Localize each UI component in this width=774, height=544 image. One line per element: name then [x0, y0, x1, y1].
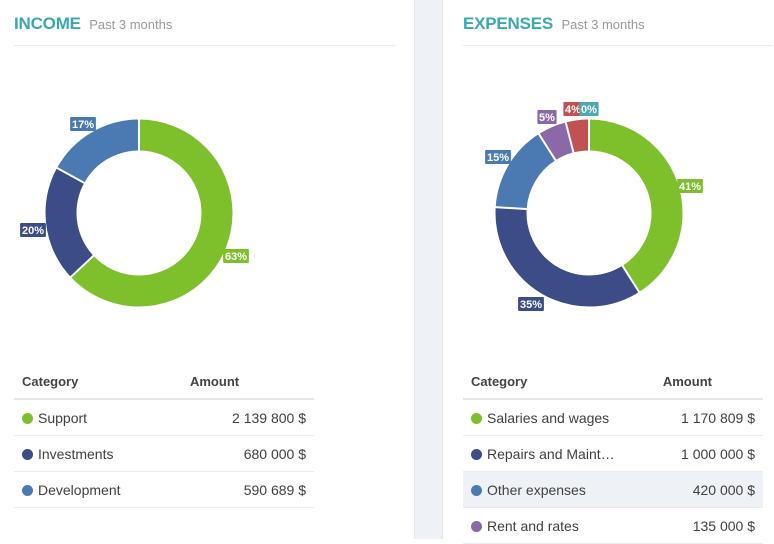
income-donut-chart: 63% 20% 17% — [20, 117, 249, 307]
category-label: Repairs and Maint… — [487, 445, 615, 462]
expenses-subtitle: Past 3 months — [561, 17, 645, 32]
table-row[interactable]: Investments 680 000 $ — [14, 435, 314, 472]
category-cell: Rent and rates — [463, 507, 655, 544]
table-row[interactable]: Development 590 689 $ — [14, 471, 314, 508]
segment-separator — [494, 206, 528, 211]
data-label-other-expenses: 15% — [485, 150, 511, 164]
income-table: Category Amount Support 2 139 800 $ Inve… — [14, 364, 314, 508]
svg-text:63%: 63% — [225, 251, 247, 263]
data-label-investments: 20% — [20, 223, 46, 237]
svg-text:5%: 5% — [539, 112, 555, 124]
data-label-salaries-and-wages: 41% — [677, 179, 703, 193]
expenses-table: Category Amount Salaries and wages 1 170… — [463, 364, 763, 544]
category-cell: Salaries and wages — [463, 399, 655, 436]
amount-cell: 420 000 $ — [654, 471, 763, 508]
expenses-panel: EXPENSES Past 3 months 41% 35% 15% 5% 4% 0% C… — [443, 0, 774, 544]
income-panel: INCOME Past 3 months 63% 20% 17% Category … — [14, 14, 395, 508]
segment-separator — [55, 166, 86, 185]
series-color-dot — [471, 520, 482, 532]
data-label-rent-and-rates: 5% — [537, 110, 557, 124]
segment-separator — [621, 264, 641, 294]
table-row[interactable]: Repairs and Maint… 1 000 000 $ — [463, 435, 763, 472]
data-label-segment-4: 4% — [563, 102, 583, 116]
table-row[interactable]: Rent and rates 135 000 $ — [463, 507, 763, 544]
table-header-row: Category Amount — [14, 364, 314, 400]
svg-text:0%: 0% — [581, 104, 597, 116]
category-cell: Repairs and Maint… — [463, 435, 655, 472]
column-header-amount[interactable]: Amount — [654, 364, 763, 400]
series-color-dot — [22, 484, 33, 496]
segment-separator — [69, 254, 95, 279]
column-header-category[interactable]: Category — [463, 364, 655, 400]
svg-text:15%: 15% — [487, 152, 509, 164]
series-color-dot — [471, 448, 482, 460]
table-header-row: Category Amount — [463, 364, 763, 400]
income-title: INCOME — [14, 14, 81, 33]
category-label: Development — [38, 481, 121, 498]
amount-cell: 680 000 $ — [181, 435, 314, 472]
expenses-header: EXPENSES Past 3 months — [463, 14, 773, 46]
amount-cell: 135 000 $ — [654, 507, 763, 544]
income-subtitle: Past 3 months — [89, 17, 173, 32]
category-cell: Other expenses — [463, 471, 655, 508]
category-cell: Support — [14, 399, 182, 436]
table-row[interactable]: Salaries and wages 1 170 809 $ — [463, 399, 763, 436]
amount-cell: 1 000 000 $ — [654, 435, 763, 472]
category-label: Investments — [38, 445, 114, 462]
amount-cell: 2 139 800 $ — [181, 399, 314, 436]
category-label: Other expenses — [487, 481, 586, 498]
donut-segment-investments[interactable] — [45, 119, 233, 307]
data-label-support: 63% — [223, 249, 249, 263]
category-label: Support — [38, 409, 88, 426]
svg-text:20%: 20% — [22, 225, 44, 237]
category-cell: Investments — [14, 435, 182, 472]
donut-segment-repairs-and-maint[interactable] — [495, 119, 683, 307]
series-color-dot — [471, 484, 482, 496]
expenses-title: EXPENSES — [463, 14, 554, 33]
panel-divider — [414, 0, 443, 539]
svg-text:35%: 35% — [520, 299, 542, 311]
category-label: Salaries and wages — [487, 409, 610, 426]
column-header-amount[interactable]: Amount — [181, 364, 314, 400]
amount-cell: 590 689 $ — [181, 471, 314, 508]
data-label-repairs-and-maint: 35% — [518, 297, 544, 311]
data-label-development: 17% — [70, 117, 96, 131]
category-cell: Development — [14, 471, 182, 508]
svg-text:17%: 17% — [72, 119, 94, 131]
table-row[interactable]: Support 2 139 800 $ — [14, 399, 314, 436]
expenses-donut-chart: 41% 35% 15% 5% 4% 0% — [485, 102, 703, 311]
svg-text:4%: 4% — [565, 104, 581, 116]
series-color-dot — [471, 412, 482, 424]
series-color-dot — [22, 448, 33, 460]
category-label: Rent and rates — [487, 517, 579, 534]
income-header: INCOME Past 3 months — [14, 14, 395, 46]
amount-cell: 1 170 809 $ — [654, 399, 763, 436]
segment-separator — [537, 132, 557, 162]
segment-separator — [564, 121, 575, 154]
svg-text:41%: 41% — [679, 181, 701, 193]
table-row[interactable]: Other expenses 420 000 $ — [463, 471, 763, 508]
column-header-category[interactable]: Category — [14, 364, 182, 400]
data-label-segment-5: 0% — [579, 102, 599, 116]
series-color-dot — [22, 412, 33, 424]
